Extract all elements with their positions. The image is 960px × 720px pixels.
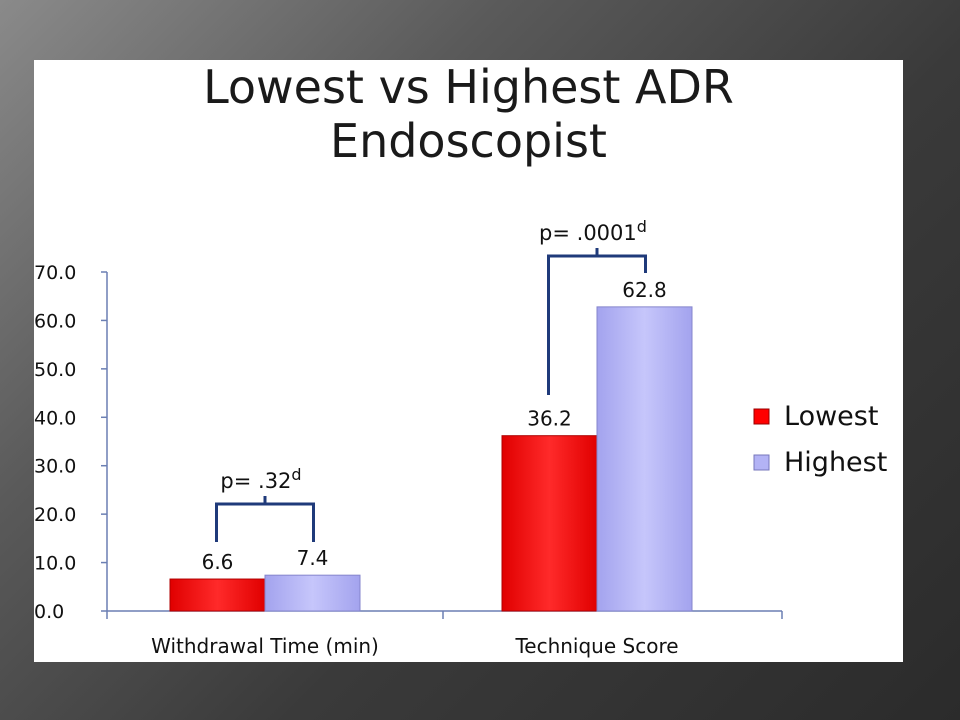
legend-label-lowest: Lowest — [784, 401, 878, 432]
y-tick-label: 20.0 — [34, 504, 76, 526]
y-tick-label: 60.0 — [34, 310, 76, 332]
legend-swatch-highest — [753, 454, 770, 471]
chart-title-line1: Lowest vs Highest ADR — [203, 60, 734, 114]
y-tick-label: 40.0 — [34, 407, 76, 429]
data-label: 7.4 — [297, 546, 329, 570]
significance-bracket — [215, 502, 315, 542]
slide: Lowest vs Highest ADR Endoscopist 0.0 10.… — [34, 60, 903, 662]
legend-label-highest: Highest — [784, 447, 887, 478]
y-tick-label: 0.0 — [34, 601, 64, 623]
p-value-label: p= .0001d — [539, 217, 647, 245]
bar-chart: 0.0 10.0 20.0 30.0 40.0 50.0 60.0 70.0 Withdrawa… — [34, 217, 887, 658]
p-value-label: p= .32d — [220, 465, 301, 493]
y-tick-label: 30.0 — [34, 456, 76, 478]
bar-lowest — [501, 435, 598, 612]
chart-title-line2: Endoscopist — [330, 114, 607, 168]
bar-highest — [596, 306, 693, 612]
y-tick-label: 70.0 — [34, 262, 76, 284]
x-tick-label: Technique Score — [514, 634, 678, 658]
data-label: 6.6 — [202, 550, 234, 574]
y-tick-label: 50.0 — [34, 359, 76, 381]
data-label: 36.2 — [527, 407, 572, 431]
bar-highest — [264, 574, 361, 612]
bar-lowest — [169, 578, 266, 612]
x-tick-label: Withdrawal Time (min) — [151, 634, 379, 658]
chart-title: Lowest vs Highest ADR Endoscopist — [34, 60, 903, 168]
y-tick-label: 10.0 — [34, 553, 76, 575]
data-label: 62.8 — [622, 278, 667, 302]
legend-swatch-lowest — [753, 408, 770, 425]
